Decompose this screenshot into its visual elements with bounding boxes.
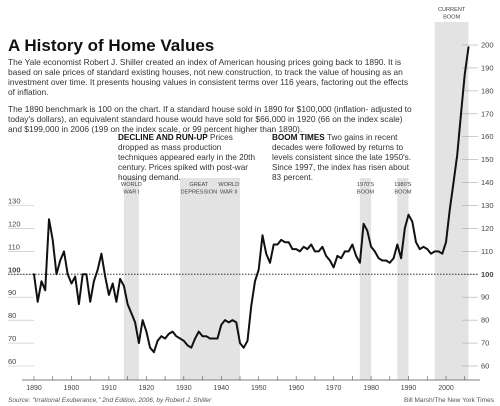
x-tick-label-1920: 1920 bbox=[139, 385, 155, 392]
right-y-label-120: 120 bbox=[481, 224, 494, 233]
shaded-period-0 bbox=[123, 178, 139, 380]
annotation-boom: BOOM TIMES Two gains in recent decades w… bbox=[272, 133, 414, 183]
left-y-label-130: 130 bbox=[8, 197, 21, 206]
right-y-label-150: 150 bbox=[481, 155, 494, 164]
left-y-label-60: 60 bbox=[8, 357, 16, 366]
right-y-label-180: 180 bbox=[481, 86, 494, 95]
annotation-decline: DECLINE AND RUN-UP Prices dropped as mas… bbox=[118, 133, 258, 183]
period-label-1-0: GREAT bbox=[189, 182, 208, 188]
right-y-label-170: 170 bbox=[481, 109, 494, 118]
right-y-label-140: 140 bbox=[481, 178, 494, 187]
left-y-label-110: 110 bbox=[8, 242, 20, 251]
intro-paragraph-2: The 1890 benchmark is 100 on the chart. … bbox=[8, 104, 412, 134]
credit-note: Bill Marsh/The New York Times bbox=[404, 397, 494, 404]
right-y-label-90: 90 bbox=[481, 293, 489, 302]
annotation-boom-text: Two gains in recent decades were followe… bbox=[272, 133, 412, 182]
x-tick-label-1950: 1950 bbox=[251, 385, 267, 392]
right-y-label-130: 130 bbox=[481, 201, 494, 210]
right-y-label-160: 160 bbox=[481, 132, 494, 141]
left-y-label-70: 70 bbox=[8, 334, 16, 343]
period-label-5-0: CURRENT bbox=[438, 7, 466, 13]
right-y-label-100: 100 bbox=[481, 270, 494, 279]
right-y-label-80: 80 bbox=[481, 316, 489, 325]
shaded-period-1 bbox=[180, 178, 218, 380]
intro-text: The Yale economist Robert J. Shiller cre… bbox=[8, 57, 413, 141]
left-y-label-90: 90 bbox=[8, 288, 16, 297]
period-label-4-0: 1980'S bbox=[394, 182, 412, 188]
period-label-4-1: BOOM bbox=[394, 190, 411, 196]
shaded-period-4 bbox=[397, 178, 409, 380]
period-label-2-1: WAR II bbox=[220, 190, 238, 196]
right-y-label-110: 110 bbox=[481, 247, 493, 256]
source-note: Source: "Irrational Exuberance," 2nd Edi… bbox=[8, 397, 212, 404]
right-y-label-190: 190 bbox=[481, 63, 494, 72]
page-title: A History of Home Values bbox=[8, 36, 215, 55]
annotation-decline-heading: DECLINE AND RUN-UP bbox=[118, 133, 208, 142]
period-label-3-0: 1970'S bbox=[357, 182, 375, 188]
axes: 1890 1900 1910 1920 1930 1940 1950 1960 1970 1980… bbox=[8, 41, 494, 393]
annotation-boom-heading: BOOM TIMES bbox=[272, 133, 325, 142]
shaded-period-3 bbox=[359, 178, 372, 380]
x-tick-label-1960: 1960 bbox=[288, 385, 304, 392]
x-tick-label-1970: 1970 bbox=[326, 385, 342, 392]
x-tick-label-1890: 1890 bbox=[26, 385, 42, 392]
period-label-0-0: WORLD bbox=[121, 182, 142, 188]
x-tick-label-2000: 2000 bbox=[438, 385, 454, 392]
x-tick-label-1940: 1940 bbox=[213, 385, 229, 392]
right-y-label-200: 200 bbox=[481, 41, 494, 50]
right-y-label-70: 70 bbox=[481, 339, 489, 348]
x-tick-label-1910: 1910 bbox=[101, 385, 117, 392]
period-label-3-1: BOOM bbox=[357, 190, 374, 196]
left-y-label-100: 100 bbox=[8, 265, 21, 274]
period-label-5-1: BOOM bbox=[443, 15, 460, 21]
period-label-2-0: WORLD bbox=[218, 182, 239, 188]
x-tick-label-1990: 1990 bbox=[401, 385, 417, 392]
intro-paragraph-1: The Yale economist Robert J. Shiller cre… bbox=[8, 57, 409, 97]
right-y-label-60: 60 bbox=[481, 362, 489, 371]
annotation-decline-text: Prices dropped as mass production techni… bbox=[118, 133, 256, 182]
left-y-label-80: 80 bbox=[8, 311, 16, 320]
x-tick-label-1930: 1930 bbox=[176, 385, 192, 392]
x-tick-label-1900: 1900 bbox=[64, 385, 80, 392]
gridlines bbox=[8, 44, 478, 367]
left-y-label-120: 120 bbox=[8, 219, 21, 228]
x-tick-label-1980: 1980 bbox=[363, 385, 379, 392]
series-line-group bbox=[33, 46, 470, 354]
shaded-period-2 bbox=[217, 178, 240, 380]
period-label-1-1: DEPRESSION bbox=[180, 190, 217, 196]
period-label-0-1: WAR I bbox=[123, 190, 139, 196]
